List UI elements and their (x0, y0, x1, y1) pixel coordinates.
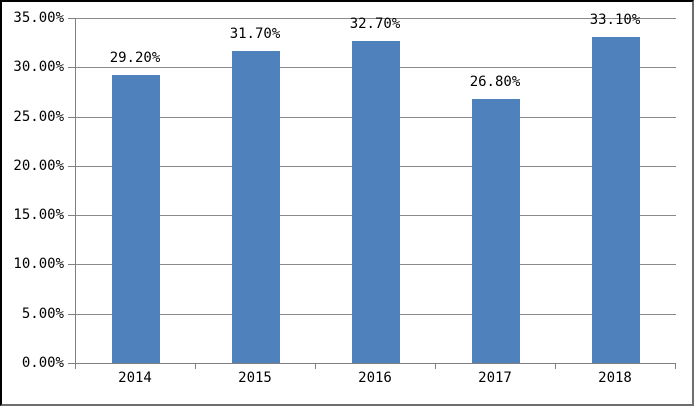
x-axis-category-label: 2017 (478, 370, 512, 386)
y-axis-tick-label: 5.00% (21, 305, 64, 322)
y-axis-tick (68, 165, 75, 167)
bar-value-label: 26.80% (469, 73, 521, 90)
y-axis-tick-label: 10.00% (13, 256, 64, 273)
y-axis-tick (68, 264, 75, 266)
x-axis-tick (315, 363, 316, 369)
bar-value-label: 29.20% (109, 50, 161, 67)
bar-value-label: 32.70% (349, 15, 401, 32)
y-axis-tick-label: 15.00% (13, 207, 64, 224)
gridline (76, 18, 676, 19)
bar-2017 (472, 98, 520, 363)
y-axis-tick (68, 215, 75, 217)
y-axis-tick-label: 0.00% (21, 355, 64, 371)
y-axis-tick (68, 116, 75, 118)
x-axis-tick (435, 363, 436, 369)
y-axis-tick (68, 313, 75, 315)
x-axis-tick (675, 363, 676, 369)
bar-2014 (112, 75, 160, 363)
y-axis-tick (68, 67, 75, 69)
x-axis-tick (75, 363, 76, 369)
bar-2015 (232, 50, 280, 363)
bar-2018 (592, 36, 640, 363)
bar-2016 (352, 40, 400, 363)
y-axis-tick-label: 20.00% (13, 157, 64, 174)
x-axis-category-label: 2014 (118, 370, 152, 386)
y-axis-tick-label: 25.00% (13, 108, 64, 125)
y-axis-tick-label: 30.00% (13, 59, 64, 76)
y-axis-tick (68, 363, 75, 364)
x-axis-category-label: 2018 (598, 370, 632, 386)
x-axis-category-label: 2015 (238, 370, 272, 386)
plot-area (75, 18, 676, 364)
x-axis-tick (195, 363, 196, 369)
bar-value-label: 31.70% (229, 25, 281, 42)
x-axis-category-label: 2016 (358, 370, 392, 386)
y-axis-tick-label: 35.00% (13, 10, 64, 26)
y-axis-tick (68, 18, 75, 19)
x-axis-tick (555, 363, 556, 369)
bar-value-label: 33.10% (589, 11, 641, 28)
